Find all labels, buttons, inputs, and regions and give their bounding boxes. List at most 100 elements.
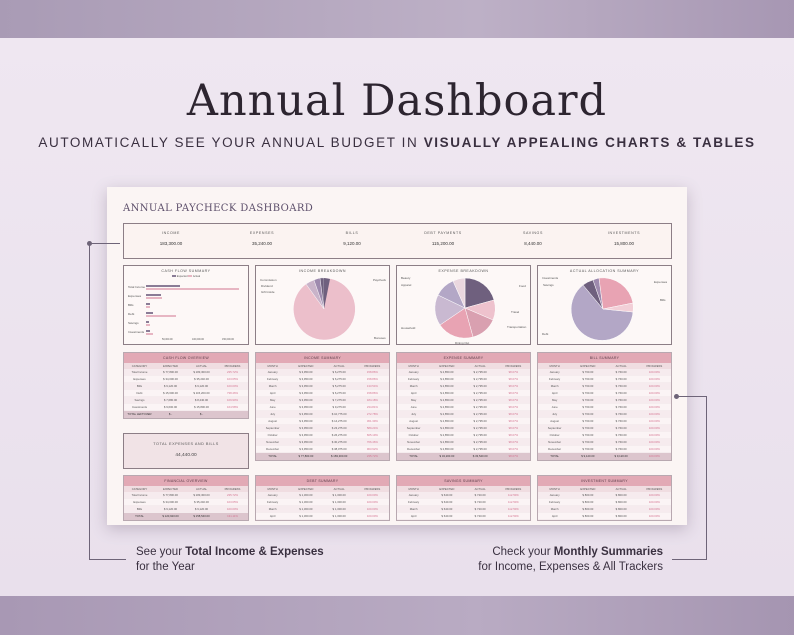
bar-category-label: Total Income: [128, 285, 146, 289]
cell-label: November: [548, 440, 562, 444]
table-row: February $ 2,850.00 $ 2,795.00 98.07%: [397, 376, 530, 383]
currency: $: [332, 384, 335, 388]
value: 2,795.00: [475, 419, 487, 423]
currency: $: [582, 493, 584, 497]
cell-label: February: [408, 377, 420, 381]
column-header: MONTH: [549, 487, 560, 491]
currency: $: [615, 398, 618, 402]
value: 6,275.00: [334, 391, 346, 395]
kpi-income: INCOME 183,300.00: [126, 231, 216, 246]
value: 800.00: [618, 500, 627, 504]
value: 9,120.00: [616, 454, 628, 458]
callout-left-text: See your: [136, 546, 186, 558]
cell-actual: $ 30,275.00: [323, 439, 356, 445]
pie-label: Beauty: [401, 276, 411, 280]
currency: $: [473, 377, 476, 381]
cell-label: August: [268, 419, 277, 423]
table-row: October $ 760.00 $ 760.00 100.00%: [538, 432, 671, 439]
currency: $: [299, 377, 301, 381]
currency: $: [615, 391, 618, 395]
column-header: PROGRESS: [505, 487, 522, 491]
cell-expected: $ 760.00: [571, 432, 604, 438]
value: 1,300.00: [334, 507, 346, 511]
value: 2,850.00: [442, 426, 454, 430]
cell-expected: $ 3,950.00: [289, 411, 322, 417]
currency: $: [194, 377, 196, 381]
value: 2,795.00: [475, 370, 487, 374]
cell-label: May: [269, 398, 276, 402]
dashboard-sheet: ANNUAL PAYCHECK DASHBOARD INCOME 183,300.…: [107, 187, 687, 525]
cell-label: TOTAL: [135, 514, 144, 518]
table-row: October $ 3,950.00 $ 26,275.00 665.19%: [256, 432, 389, 439]
cell-actual: $ 183,300.00: [186, 369, 217, 375]
pie-label: Debt: [542, 332, 549, 336]
table-row: January $ 2,850.00 $ 2,795.00 98.07%: [397, 369, 530, 376]
currency: $: [299, 370, 301, 374]
expense-summary-table: EXPENSE SUMMARY MONTH EXPECTED ACTUAL PROGRE…: [396, 352, 531, 461]
cell-progress: 100.00%: [648, 370, 660, 374]
cell-expected: $ 640.00: [430, 492, 463, 498]
legend-label: Actual: [192, 275, 201, 278]
cell-expected: $ 1,300.00: [289, 499, 322, 505]
cell-progress: 100.00%: [648, 447, 660, 451]
currency: $: [440, 433, 442, 437]
column-header: EXPECTED: [439, 487, 455, 491]
cell-actual: $ 760.00: [605, 383, 638, 389]
value: 2,850.00: [442, 447, 454, 451]
table-row: February $ 800.00 $ 800.00 100.00%: [538, 499, 671, 506]
cell-progress: 100.00%: [366, 507, 378, 511]
currency: $: [332, 391, 335, 395]
table-row: Total Income $ 77,800.00 $ 183,300.00 235.7…: [124, 492, 248, 499]
cell-expected: $ 34,000.00: [155, 376, 186, 382]
page-subtitle: AUTOMATICALLY SEE YOUR ANNUAL BUDGET IN …: [0, 135, 794, 150]
cell-actual: $ 33,540.00: [464, 453, 497, 460]
currency: $: [440, 426, 442, 430]
currency: $: [332, 500, 335, 504]
cell-progress: 100.00%: [366, 500, 378, 504]
cell-progress: 100.00%: [648, 377, 660, 381]
value: 2,850.00: [442, 405, 454, 409]
cell-actual: $ 158,540.00: [186, 513, 217, 520]
cell-expected: $ 1,300.00: [289, 492, 322, 498]
cell-label: February: [549, 500, 561, 504]
currency: $: [299, 391, 301, 395]
table-row: April $ 3,950.00 $ 6,275.00 158.86%: [256, 390, 389, 397]
cell-expected: $ 3,950.00: [289, 383, 322, 389]
currency: $: [193, 370, 195, 374]
table-row: Bills $ 9,120.00 $ 9,120.00 100.00%: [124, 506, 248, 513]
cell-actual: $ 2,795.00: [464, 411, 497, 417]
value: 77,800.00: [165, 493, 178, 497]
cell-actual: $ 9,120.00: [186, 506, 217, 512]
table-row: May $ 3,950.00 $ 7,275.00 184.18%: [256, 397, 389, 404]
column-header: EXPECTED: [439, 364, 455, 368]
kpi-debt: DEBT PAYMENTS 115,200.00: [398, 231, 488, 246]
cell-label: July: [411, 412, 417, 416]
value: 760.00: [584, 405, 594, 409]
table-row: Debt $ 15,600.00 $ 115,200.00 738.46%: [124, 390, 248, 397]
cell-actual: $ 1,300.00: [323, 506, 356, 512]
cell-expected: $ 77,800.00: [155, 369, 186, 375]
cell-actual: $ 2,795.00: [464, 425, 497, 431]
cell-actual: $ 760.00: [605, 397, 638, 403]
currency: $: [473, 419, 476, 423]
currency: $: [440, 384, 442, 388]
cell-label: February: [408, 500, 420, 504]
currency: $: [582, 514, 584, 518]
cell-label: December: [407, 447, 421, 451]
cell-label: TOTAL: [409, 454, 418, 458]
cell-expected: $ 120,920.00: [155, 513, 186, 520]
table-row: Savings $ 7,680.00 $ 8,440.00 109.90%: [124, 397, 248, 404]
column-header: ACTUAL: [333, 364, 345, 368]
cell-label: March: [550, 507, 559, 511]
cell-label: Total Income: [131, 370, 148, 374]
cell-label: Total Income: [131, 493, 148, 497]
cell-progress: 100.00%: [648, 405, 660, 409]
currency: $: [473, 426, 476, 430]
value: 3,950.00: [301, 426, 313, 430]
column-header: EXPECTED: [580, 487, 596, 491]
currency: $: [332, 405, 335, 409]
callout-left-line-h1: [90, 243, 120, 244]
cell-label: Expenses: [133, 377, 146, 381]
pie-label: Dining Out: [455, 341, 470, 345]
cell-expected: $ 3,950.00: [289, 418, 322, 424]
